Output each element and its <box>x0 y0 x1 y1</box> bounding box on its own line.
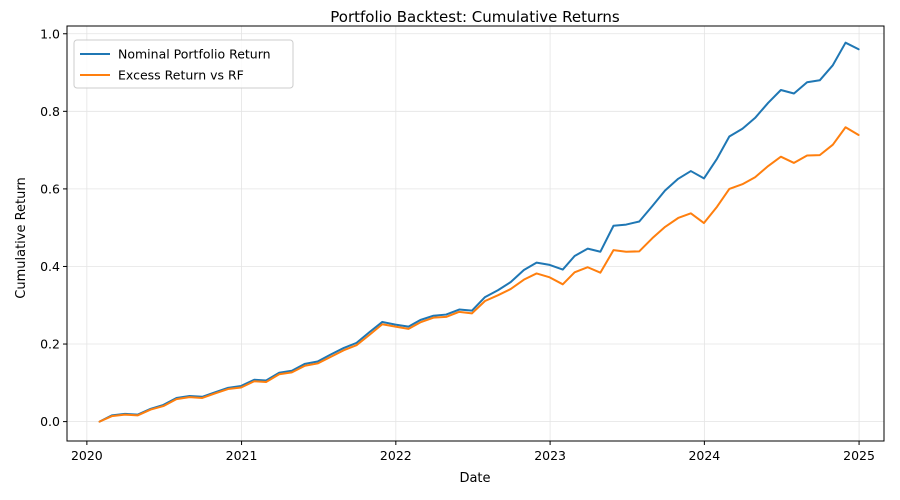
legend: Nominal Portfolio Return Excess Return v… <box>73 39 294 89</box>
legend-box <box>73 39 294 89</box>
series-line-excess <box>98 126 860 423</box>
x-axis-label: Date <box>459 471 490 486</box>
x-tick-label: 2021 <box>226 448 258 463</box>
chart-title: Portfolio Backtest: Cumulative Returns <box>330 8 620 26</box>
y-tick-label: 0.8 <box>40 104 60 119</box>
y-tick-label: 0.0 <box>40 414 60 429</box>
legend-label-nominal: Nominal Portfolio Return <box>118 47 271 62</box>
y-tick-label: 1.0 <box>40 26 60 41</box>
grid <box>67 26 884 441</box>
y-tick-label: 0.6 <box>40 181 60 196</box>
legend-label-excess: Excess Return vs RF <box>118 68 244 83</box>
plot-frame <box>66 25 885 442</box>
x-axis-ticks: 2020 2021 2022 2023 2024 2025 <box>71 441 875 463</box>
x-tick-label: 2020 <box>71 448 103 463</box>
y-tick-label: 0.2 <box>40 337 60 352</box>
series-line-nominal <box>98 41 860 423</box>
y-axis-ticks: 0.0 0.2 0.4 0.6 0.8 1.0 <box>40 26 67 429</box>
series-lines <box>98 41 860 423</box>
x-tick-label: 2022 <box>380 448 412 463</box>
x-tick-label: 2023 <box>534 448 566 463</box>
x-tick-label: 2024 <box>688 448 720 463</box>
y-tick-label: 0.4 <box>40 259 60 274</box>
y-axis-label: Cumulative Return <box>14 177 29 298</box>
x-tick-label: 2025 <box>843 448 875 463</box>
